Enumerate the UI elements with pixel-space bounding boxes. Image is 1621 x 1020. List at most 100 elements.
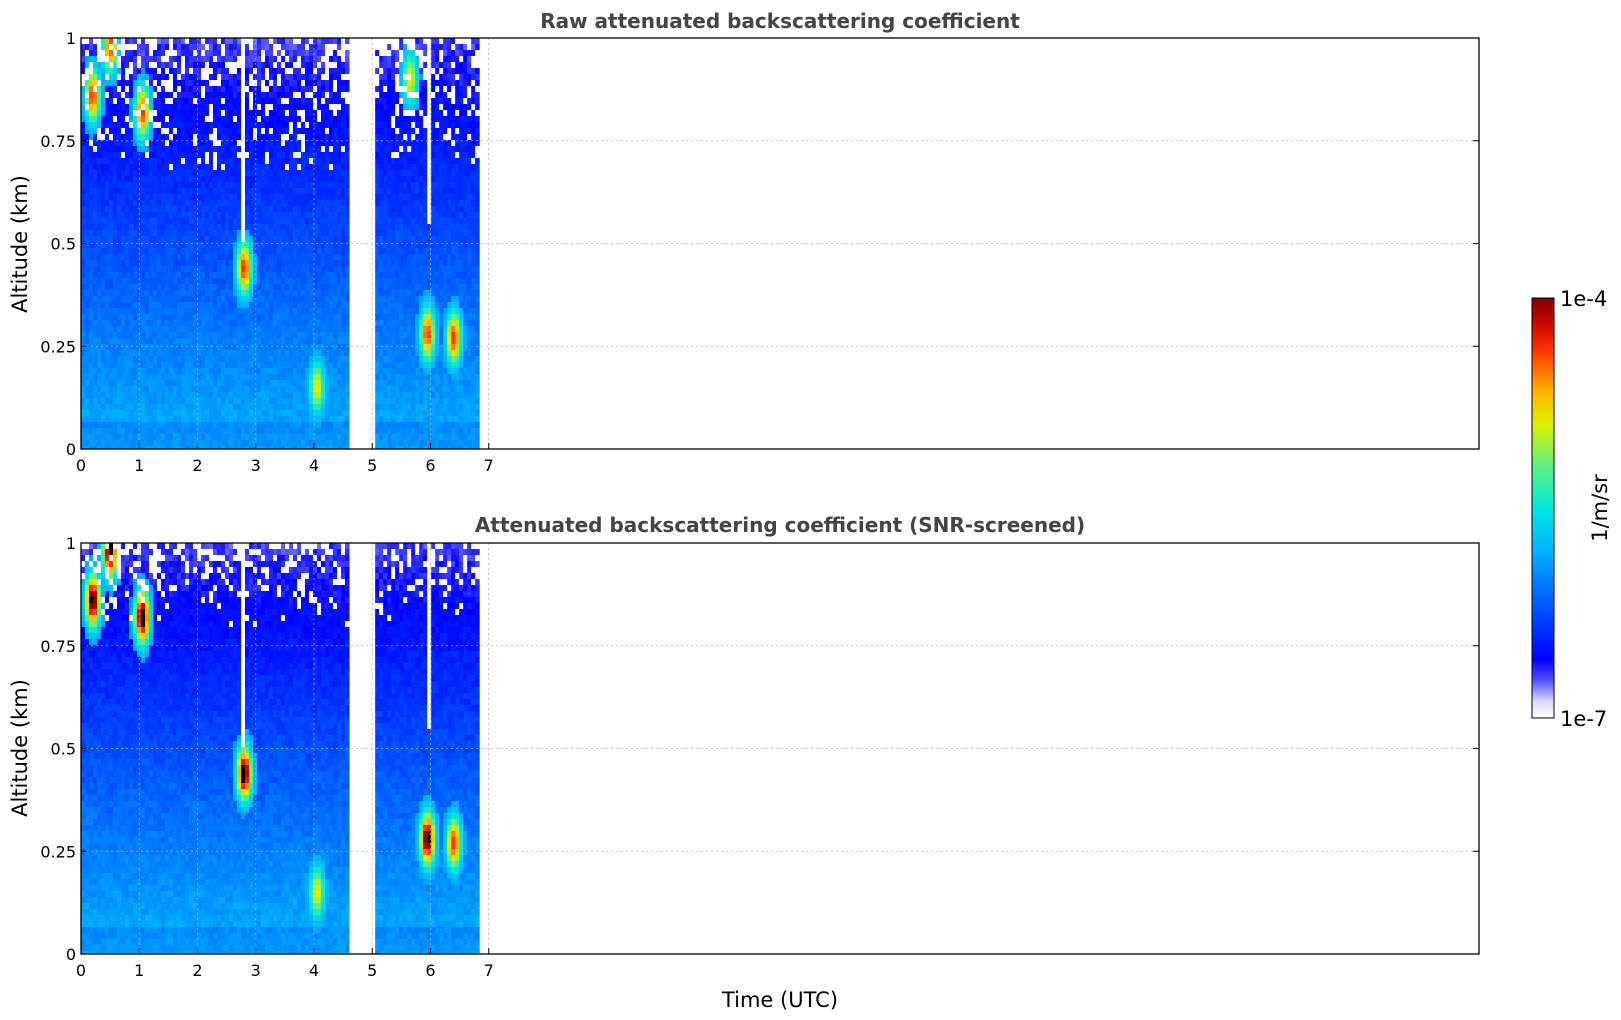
heatmap-cell xyxy=(265,128,270,135)
heatmap-cell xyxy=(201,200,206,207)
heatmap-cell xyxy=(277,92,282,99)
heatmap-cell xyxy=(277,314,282,321)
heatmap-cell xyxy=(105,242,110,249)
heatmap-cell xyxy=(205,344,210,351)
heatmap-cell xyxy=(375,410,380,417)
heatmap-cell xyxy=(269,278,274,285)
heatmap-cell xyxy=(333,134,338,141)
heatmap-cell xyxy=(395,170,400,177)
heatmap-cell xyxy=(93,206,98,213)
heatmap-cell xyxy=(217,320,222,327)
heatmap-cell xyxy=(391,404,396,411)
heatmap-cell xyxy=(225,206,230,213)
heatmap-cell xyxy=(113,44,118,51)
heatmap-cell xyxy=(329,266,334,273)
heatmap-cell xyxy=(305,434,310,441)
heatmap-cell xyxy=(265,362,270,369)
heatmap-cell xyxy=(229,218,234,225)
heatmap-cell xyxy=(165,326,170,333)
heatmap-cell xyxy=(341,260,346,267)
heatmap-cell xyxy=(221,212,226,219)
heatmap-cell xyxy=(313,326,318,333)
heatmap-cell xyxy=(277,62,282,69)
heatmap-cell xyxy=(125,332,130,339)
heatmap-cell xyxy=(383,44,388,51)
heatmap-cell xyxy=(309,356,314,363)
heatmap-cell xyxy=(161,164,166,171)
heatmap-cell xyxy=(85,446,90,449)
heatmap-cell xyxy=(185,116,190,123)
heatmap-cell xyxy=(101,68,106,75)
heatmap-cell xyxy=(137,428,142,435)
heatmap-cell xyxy=(333,332,338,339)
heatmap-cell xyxy=(205,320,210,327)
heatmap-cell xyxy=(341,284,346,291)
heatmap-cell xyxy=(281,110,286,117)
heatmap-cell xyxy=(201,164,206,171)
heatmap-cell xyxy=(85,338,90,345)
heatmap-cell xyxy=(383,230,388,237)
heatmap-cell xyxy=(249,254,254,261)
heatmap-cell xyxy=(329,308,334,315)
heatmap-cell xyxy=(225,170,230,177)
heatmap-cell xyxy=(341,62,346,69)
heatmap-cell xyxy=(169,146,174,153)
heatmap-cell xyxy=(169,392,174,399)
heatmap-cell xyxy=(237,134,242,141)
heatmap-cell xyxy=(265,302,270,309)
heatmap-cell xyxy=(245,56,250,63)
heatmap-cell xyxy=(341,188,346,195)
heatmap-cell xyxy=(325,242,330,249)
heatmap-cell xyxy=(293,320,298,327)
heatmap-cell xyxy=(325,446,330,449)
heatmap-cell xyxy=(261,62,266,69)
heatmap-cell xyxy=(105,104,110,111)
heatmap-cell xyxy=(221,296,226,303)
heatmap-cell xyxy=(185,428,190,435)
heatmap-cell xyxy=(285,122,290,129)
heatmap-cell xyxy=(297,416,302,423)
heatmap-cell xyxy=(301,332,306,339)
heatmap-cell xyxy=(205,266,210,273)
heatmap-cell xyxy=(233,212,238,219)
heatmap-cell xyxy=(253,128,258,135)
heatmap-cell xyxy=(101,110,106,117)
heatmap-cell xyxy=(105,416,110,423)
heatmap-cell xyxy=(97,74,102,81)
heatmap-cell xyxy=(145,50,150,57)
heatmap-cell xyxy=(145,260,150,267)
heatmap-cell xyxy=(317,368,322,375)
heatmap-cell xyxy=(253,236,258,243)
heatmap-cell xyxy=(257,44,262,51)
heatmap-cell xyxy=(105,170,110,177)
heatmap-cell xyxy=(161,344,166,351)
heatmap-cell xyxy=(391,254,396,261)
heatmap-cell xyxy=(241,110,246,117)
heatmap-cell xyxy=(379,158,384,165)
heatmap-cell xyxy=(321,278,326,285)
heatmap-cell xyxy=(277,218,282,225)
heatmap-cell xyxy=(225,38,230,45)
heatmap-cell xyxy=(101,434,106,441)
heatmap-cell xyxy=(129,344,134,351)
heatmap-cell xyxy=(217,110,222,117)
heatmap-cell xyxy=(165,122,170,129)
heatmap-cell xyxy=(105,74,110,81)
heatmap-cell xyxy=(149,200,154,207)
heatmap-cell xyxy=(333,50,338,57)
heatmap-cell xyxy=(305,56,310,63)
heatmap-cell xyxy=(261,434,266,441)
heatmap-cell xyxy=(177,110,182,117)
heatmap-cell xyxy=(325,236,330,243)
heatmap-cell xyxy=(391,110,396,117)
heatmap-cell xyxy=(89,248,94,255)
heatmap-cell xyxy=(321,284,326,291)
heatmap-cell xyxy=(241,242,246,249)
heatmap-cell xyxy=(383,386,388,393)
heatmap-cell xyxy=(157,122,162,129)
heatmap-cell xyxy=(391,212,396,219)
heatmap-cell xyxy=(129,410,134,417)
heatmap-cell xyxy=(317,428,322,435)
heatmap-cell xyxy=(277,374,282,381)
heatmap-cell xyxy=(121,446,126,449)
